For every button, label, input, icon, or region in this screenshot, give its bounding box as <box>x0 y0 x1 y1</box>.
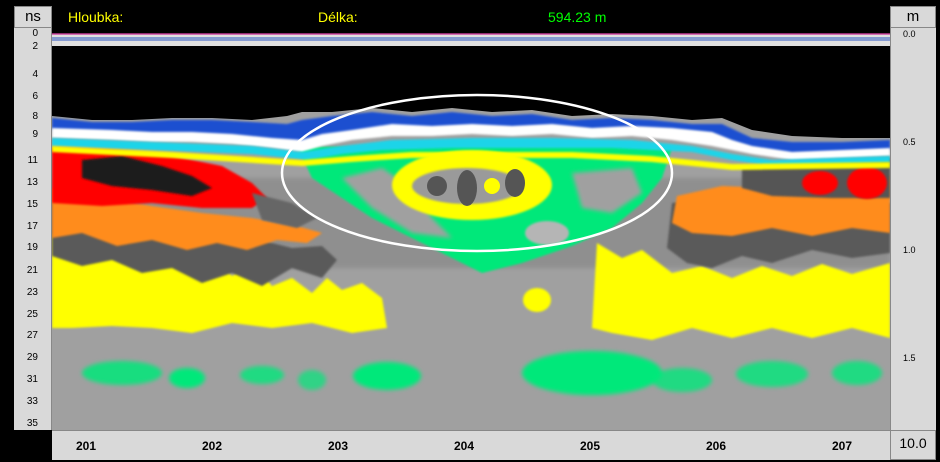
distance-tick: 207 <box>831 439 853 453</box>
surface-white <box>52 124 890 160</box>
time-tick: 9 <box>32 129 38 140</box>
depth-unit-label: m <box>890 6 936 28</box>
time-tick: 31 <box>26 374 38 385</box>
gray-patch <box>572 168 642 213</box>
red-spot-right-2 <box>847 167 887 199</box>
distance-tick: 202 <box>201 439 223 453</box>
distance-tick: 206 <box>705 439 727 453</box>
corner-blank <box>14 430 52 460</box>
time-tick: 27 <box>26 330 38 341</box>
gray-patch <box>342 168 452 238</box>
time-tick: 6 <box>32 91 38 102</box>
time-tick: 19 <box>26 242 38 253</box>
time-tick: 11 <box>27 155 38 166</box>
distance-tick: 205 <box>579 439 601 453</box>
dark-spot <box>505 169 525 197</box>
time-tick: 23 <box>26 287 38 298</box>
distance-tick: 201 <box>75 439 97 453</box>
distance-tick: 203 <box>327 439 349 453</box>
scale-box[interactable]: 10.0 <box>890 430 936 460</box>
depth-axis: 0.0 0.5 1.0 1.5 <box>890 28 936 430</box>
surface-cyan <box>52 138 890 166</box>
depth-tick: 0.0 <box>903 29 916 39</box>
dark-patch <box>252 193 317 228</box>
depth-tick: 0.5 <box>903 137 916 147</box>
surface-band-blue <box>52 37 890 41</box>
time-tick: 15 <box>26 199 38 210</box>
radargram-canvas[interactable] <box>52 28 890 430</box>
time-tick: 21 <box>26 265 38 276</box>
length-label: Délka: <box>318 9 358 25</box>
time-tick: 8 <box>32 111 38 122</box>
scale-value: 10.0 <box>899 435 927 451</box>
depth-label: Hloubka: <box>68 9 124 25</box>
dark-spot <box>457 170 477 206</box>
time-axis: 0 2 4 6 8 9 11 13 15 17 19 21 23 25 27 2… <box>14 28 52 430</box>
time-tick: 25 <box>26 309 38 320</box>
length-value: 594.23 m <box>548 9 607 25</box>
yellow-spot <box>523 288 551 312</box>
distance-tick: 204 <box>453 439 475 453</box>
annotation-ellipse[interactable] <box>280 93 674 253</box>
time-tick: 0 <box>32 28 38 39</box>
gray-spot <box>525 221 569 245</box>
time-tick: 2 <box>32 41 38 52</box>
depth-tick: 1.5 <box>903 353 916 363</box>
surface-band-pink <box>52 33 890 35</box>
dark-core-left <box>82 156 212 196</box>
surface-yellow <box>52 146 890 170</box>
time-tick: 4 <box>32 69 38 80</box>
time-tick: 29 <box>26 352 38 363</box>
dark-spot <box>427 176 447 196</box>
surface-blue <box>52 112 890 154</box>
time-tick: 13 <box>26 177 38 188</box>
time-tick: 35 <box>26 418 38 429</box>
time-tick: 33 <box>26 396 38 407</box>
time-tick: 17 <box>26 221 38 232</box>
yellow-dot <box>484 178 500 194</box>
header-bar: Hloubka: Délka: 594.23 m <box>0 0 940 28</box>
deep-reflections <box>82 351 882 395</box>
red-spot-right <box>802 171 838 195</box>
time-unit-label: ns <box>14 6 52 28</box>
depth-tick: 1.0 <box>903 245 916 255</box>
distance-axis: 201 202 203 204 205 206 207 <box>52 430 890 460</box>
yellow-layer-right <box>592 243 890 340</box>
